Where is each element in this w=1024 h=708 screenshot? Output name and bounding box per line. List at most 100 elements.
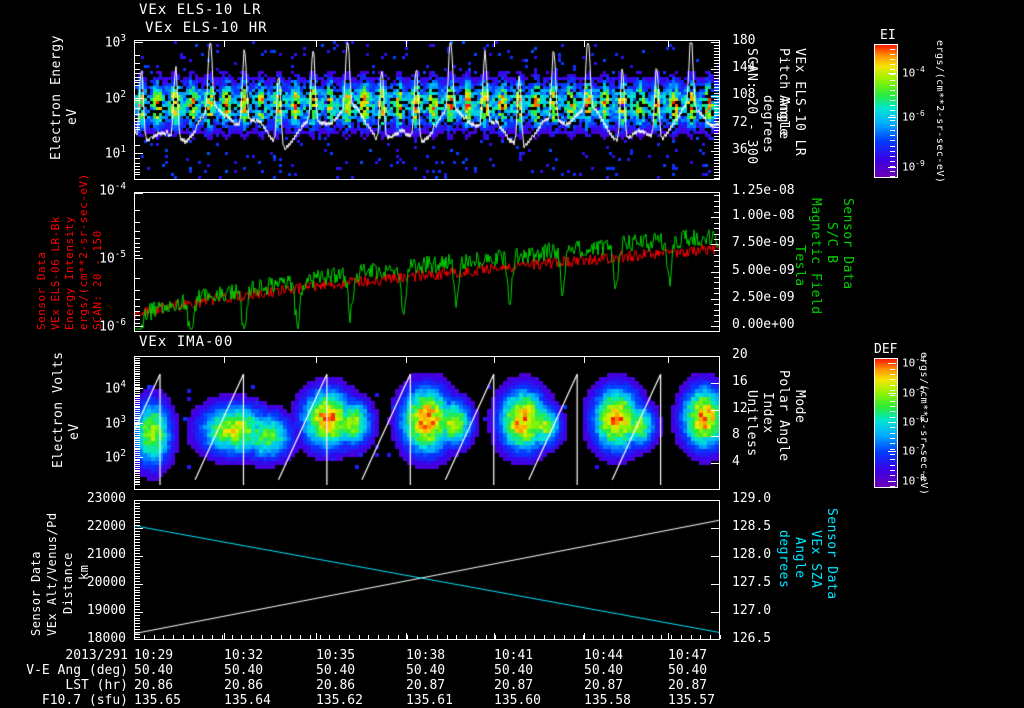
axis-tick-mark [890,150,895,152]
axis-tick-mark [890,120,895,122]
axis-tick-mark [135,416,140,418]
axis-tick-mark [714,159,719,161]
axis-tick-label: 10-8 [902,472,925,488]
panel3-right-axis-label-4: Unitless [744,390,759,457]
panel1-right-axis-label-2: VEx ELS-10 LR [792,48,807,157]
axis-tick-mark [714,72,719,74]
axis-tick-mark [251,635,253,639]
panel3-title: VEx IMA-00 [139,334,234,350]
axis-tick-mark [135,598,140,599]
axis-tick-mark [135,390,140,392]
axis-tick-mark [135,418,140,420]
panel1-right-axis-label-3: Angle [776,95,791,137]
axis-tick-mark [888,392,896,394]
axis-tick-mark [714,66,719,68]
axis-tick-mark [135,152,140,154]
axis-tick-mark [135,603,140,605]
axis-tick-label: 10-4 [902,65,925,80]
panel3-left-axis-label-1: Electron Volts [51,351,66,468]
axis-tick-mark [711,409,719,411]
axis-tick-mark [890,115,895,117]
axis-tick-mark [135,322,140,324]
footer-ve-ang: 50.40 [134,663,174,678]
axis-tick-mark [888,116,896,118]
axis-tick-mark [714,111,719,113]
axis-tick-mark [135,462,140,464]
axis-tick-mark [890,480,895,482]
axis-tick-mark [316,633,317,639]
panel2-right-axis-label-1: Sensor Data [840,198,855,290]
axis-tick-mark [135,210,140,212]
axis-tick-label: 126.5 [732,631,772,646]
axis-tick-mark [890,384,895,386]
panel4-left-axis-label-3: Distance [61,552,75,614]
axis-tick-mark [135,637,140,639]
axis-tick-mark [714,87,719,89]
axis-tick-mark [890,395,895,397]
axis-tick-mark [135,595,140,597]
axis-tick-mark [135,612,140,613]
axis-tick-mark [135,68,140,70]
axis-tick-label: 2.50e-09 [732,289,795,305]
axis-tick-mark [714,120,719,122]
axis-tick-mark [202,635,204,639]
axis-tick-mark [890,59,895,61]
axis-tick-mark [711,463,719,465]
axis-tick-mark [436,635,438,639]
axis-tick-mark [135,363,140,365]
axis-tick-mark [135,73,140,75]
panel3-colorbar [874,358,898,488]
panel1-colorbar-title: EI [880,28,896,43]
axis-tick-mark [135,383,140,385]
axis-tick-mark [135,443,140,445]
axis-tick-mark [224,633,225,639]
axis-tick-mark [714,96,719,98]
axis-tick-mark [135,623,140,625]
footer-time: 10:38 [406,648,446,663]
axis-tick-label: 144 [732,60,756,76]
axis-tick-mark [300,635,302,639]
axis-tick-mark [890,99,895,101]
axis-tick-mark [888,73,896,75]
axis-tick-mark [135,290,140,292]
axis-tick-mark [714,266,719,268]
axis-tick-mark [339,635,341,639]
axis-tick-mark [890,84,895,86]
axis-tick-mark [135,388,143,389]
axis-tick-mark [135,405,140,407]
axis-tick-mark [135,516,140,518]
axis-tick-mark [135,586,140,588]
footer-ve-ang: 50.40 [584,663,624,678]
axis-tick-mark [890,368,895,370]
axis-tick-mark [711,382,719,384]
axis-tick-label: 128.5 [732,519,772,534]
panel4-right-axis-label-1: Sensor Data [824,508,839,600]
axis-tick-mark [711,528,719,529]
footer-lst: 20.86 [134,678,174,693]
axis-tick-mark [135,620,140,622]
footer-ve-ang: 50.40 [668,663,708,678]
axis-tick-mark [135,592,140,594]
axis-tick-mark [135,484,140,486]
axis-tick-mark [135,539,140,541]
axis-tick-mark [714,277,719,279]
axis-tick-mark [514,635,516,639]
axis-tick-mark [135,422,140,423]
axis-tick-label: 103 [104,414,126,432]
axis-tick-mark [714,178,719,179]
axis-tick-mark [584,357,585,363]
axis-tick-mark [890,400,895,402]
axis-tick-mark [135,567,140,569]
panel1-left-axis-label-2: eV [65,108,80,125]
axis-tick-mark [890,110,895,111]
axis-tick-mark [135,412,140,414]
axis-tick-mark [192,635,194,639]
footer-lst: 20.86 [224,678,264,693]
axis-tick-mark [135,55,140,57]
axis-tick-mark [406,357,407,363]
panel1-right-axis-label-4: degrees [760,95,775,154]
axis-tick-mark [651,635,653,639]
axis-tick-label: 4 [732,454,740,470]
footer-f107: 135.65 [134,693,181,708]
axis-tick-mark [890,125,895,127]
